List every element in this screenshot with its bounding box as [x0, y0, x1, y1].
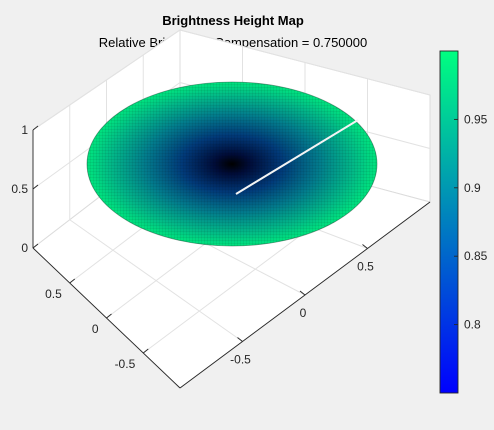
- colorbar-ticks: 0.8 0.85 0.9 0.95: [454, 112, 488, 331]
- x-tick-label: 0.5: [357, 260, 374, 274]
- x-tick-label: 0: [300, 306, 307, 320]
- z-tick-label: 1: [21, 123, 28, 137]
- x-tick-label: -0.5: [230, 353, 251, 367]
- colorbar: 0.8 0.85 0.9 0.95: [440, 51, 488, 393]
- colorbar-tick-label: 0.85: [464, 249, 488, 263]
- colorbar-tick-label: 0.9: [464, 181, 481, 195]
- colorbar-tick-label: 0.95: [464, 112, 488, 126]
- chart-title: Brightness Height Map: [162, 13, 304, 28]
- z-tick-label: 0.5: [11, 182, 28, 196]
- colorbar-gradient: [440, 51, 458, 393]
- colorbar-tick-label: 0.8: [464, 318, 481, 332]
- y-tick-label: -0.5: [115, 357, 136, 371]
- y-tick-label: 0.5: [45, 287, 62, 301]
- y-tick-label: 0: [92, 322, 99, 336]
- z-tick-label: 0: [21, 241, 28, 255]
